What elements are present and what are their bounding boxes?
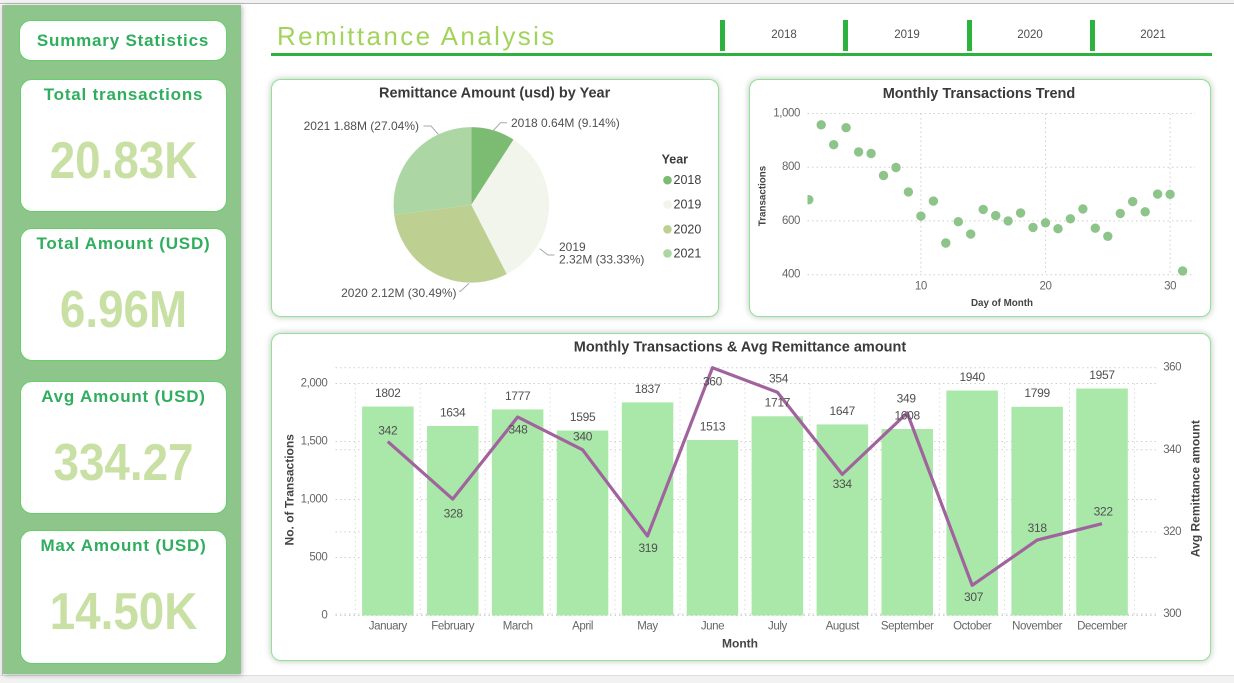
svg-text:June: June bbox=[701, 621, 724, 633]
svg-text:2020: 2020 bbox=[674, 222, 702, 236]
svg-text:October: October bbox=[953, 621, 992, 633]
svg-text:1,000: 1,000 bbox=[773, 108, 800, 120]
svg-text:340: 340 bbox=[1163, 444, 1181, 456]
svg-text:September: September bbox=[881, 621, 934, 633]
svg-text:2,000: 2,000 bbox=[301, 378, 328, 390]
svg-text:328: 328 bbox=[444, 506, 464, 520]
svg-text:1940: 1940 bbox=[959, 370, 985, 384]
svg-text:0: 0 bbox=[321, 610, 327, 622]
svg-text:1,000: 1,000 bbox=[301, 494, 328, 506]
svg-text:Avg Remittance amount: Avg Remittance amount bbox=[1189, 420, 1203, 557]
svg-text:1513: 1513 bbox=[700, 419, 726, 433]
svg-text:Monthly Transactions Trend: Monthly Transactions Trend bbox=[883, 86, 1076, 102]
svg-text:2018 0.64M (9.14%): 2018 0.64M (9.14%) bbox=[511, 116, 620, 130]
svg-text:1595: 1595 bbox=[570, 410, 596, 424]
svg-text:800: 800 bbox=[782, 161, 800, 173]
svg-text:300: 300 bbox=[1163, 608, 1181, 620]
svg-text:Transactions: Transactions bbox=[758, 165, 769, 226]
svg-text:Monthly Transactions & Avg Rem: Monthly Transactions & Avg Remittance am… bbox=[574, 340, 907, 356]
svg-text:August: August bbox=[826, 621, 861, 633]
svg-text:1777: 1777 bbox=[505, 389, 531, 403]
svg-text:319: 319 bbox=[638, 541, 658, 555]
svg-text:360: 360 bbox=[1163, 362, 1181, 374]
svg-text:349: 349 bbox=[897, 392, 917, 406]
svg-text:30: 30 bbox=[1164, 281, 1176, 293]
svg-text:Month: Month bbox=[722, 637, 758, 651]
svg-text:February: February bbox=[431, 621, 474, 633]
svg-text:1647: 1647 bbox=[830, 404, 856, 418]
svg-text:2020 2.12M (30.49%): 2020 2.12M (30.49%) bbox=[341, 286, 456, 300]
svg-text:March: March bbox=[503, 621, 533, 633]
svg-text:360: 360 bbox=[703, 375, 723, 389]
svg-text:1,500: 1,500 bbox=[301, 436, 328, 448]
svg-text:December: December bbox=[1077, 621, 1127, 633]
svg-text:Day of Month: Day of Month bbox=[971, 298, 1033, 309]
svg-text:1802: 1802 bbox=[375, 386, 401, 400]
svg-text:348: 348 bbox=[508, 423, 528, 437]
svg-text:No. of Transactions: No. of Transactions bbox=[282, 434, 296, 546]
svg-text:1957: 1957 bbox=[1089, 368, 1115, 382]
svg-text:342: 342 bbox=[378, 424, 398, 438]
svg-text:April: April bbox=[572, 621, 593, 633]
svg-text:2018: 2018 bbox=[674, 173, 702, 187]
svg-text:307: 307 bbox=[964, 590, 984, 604]
svg-text:354: 354 bbox=[769, 372, 789, 386]
svg-text:1608: 1608 bbox=[894, 408, 920, 422]
svg-text:1799: 1799 bbox=[1024, 386, 1050, 400]
svg-text:May: May bbox=[637, 621, 658, 633]
svg-text:1837: 1837 bbox=[635, 382, 661, 396]
svg-text:318: 318 bbox=[1028, 521, 1048, 535]
svg-text:20: 20 bbox=[1040, 281, 1052, 293]
svg-text:July: July bbox=[768, 621, 788, 633]
svg-text:2.32M (33.33%): 2.32M (33.33%) bbox=[559, 253, 644, 267]
svg-text:320: 320 bbox=[1163, 526, 1181, 538]
svg-text:334: 334 bbox=[833, 477, 853, 491]
svg-text:1717: 1717 bbox=[765, 396, 791, 410]
svg-text:2021 1.88M (27.04%): 2021 1.88M (27.04%) bbox=[304, 119, 419, 133]
svg-text:2019: 2019 bbox=[674, 198, 702, 212]
svg-text:2021: 2021 bbox=[674, 246, 702, 260]
svg-text:500: 500 bbox=[309, 552, 327, 564]
svg-text:Year: Year bbox=[662, 153, 689, 167]
svg-text:340: 340 bbox=[573, 430, 593, 444]
svg-text:November: November bbox=[1012, 621, 1062, 633]
svg-text:1634: 1634 bbox=[440, 405, 466, 419]
svg-text:January: January bbox=[369, 621, 408, 633]
svg-text:Remittance Amount (usd) by Yea: Remittance Amount (usd) by Year bbox=[379, 86, 611, 102]
svg-text:10: 10 bbox=[915, 281, 927, 293]
svg-text:600: 600 bbox=[782, 215, 800, 227]
svg-text:2019: 2019 bbox=[559, 240, 586, 254]
svg-text:400: 400 bbox=[782, 269, 800, 281]
svg-text:322: 322 bbox=[1094, 504, 1114, 518]
